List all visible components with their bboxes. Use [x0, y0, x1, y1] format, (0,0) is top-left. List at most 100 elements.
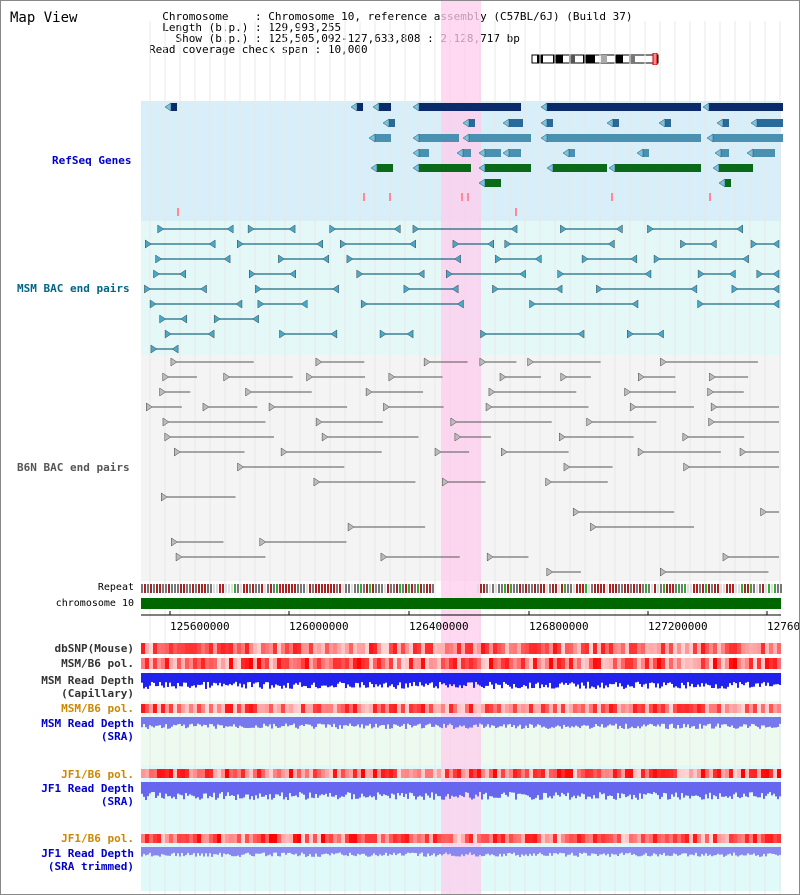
repeat-element: [381, 584, 383, 593]
repeat-element: [771, 584, 773, 593]
read-depth-bin: [731, 782, 733, 799]
polymorphism-bin: [277, 658, 281, 669]
read-depth-bin: [221, 847, 223, 857]
polymorphism-bin: [209, 704, 213, 713]
polymorphism-bin: [445, 769, 449, 778]
msm-bac-end: [709, 239, 717, 249]
read-depth-bin: [763, 717, 765, 726]
read-depth-bin: [735, 673, 737, 684]
read-depth-bin: [459, 673, 461, 686]
repeat-element: [576, 584, 578, 593]
polymorphism-bin: [385, 834, 389, 843]
read-depth-bin: [431, 847, 433, 856]
msm-bac-end: [534, 254, 542, 264]
read-depth-bin: [283, 673, 285, 686]
polymorphism-bin: [157, 834, 161, 843]
repeat-element: [603, 584, 605, 593]
read-depth-bin: [425, 717, 427, 726]
polymorphism-bin: [477, 769, 481, 778]
read-depth-bin: [161, 782, 163, 798]
repeat-element: [612, 584, 614, 593]
read-depth-bin: [607, 673, 609, 688]
repeat-element: [201, 584, 203, 593]
polymorphism-bin: [249, 643, 253, 654]
read-depth-bin: [655, 717, 657, 727]
polymorphism-bin: [401, 769, 405, 778]
read-depth-bin: [419, 782, 421, 796]
polymorphism-bin: [377, 704, 381, 713]
polymorphism-bin: [313, 834, 317, 843]
read-depth-bin: [731, 673, 733, 686]
repeat-element: [273, 584, 275, 593]
read-depth-bin: [627, 673, 629, 685]
polymorphism-bin: [729, 769, 733, 778]
repeat-element: [588, 584, 590, 593]
repeat-element: [354, 584, 356, 593]
msm-depth-sra-label: MSM Read Depth: [41, 717, 134, 730]
gene-strand-arrow: [370, 163, 378, 173]
read-depth-bin: [561, 717, 563, 729]
polymorphism-bin: [193, 834, 197, 843]
gene-strand-arrow: [382, 118, 390, 128]
read-depth-bin: [235, 673, 237, 682]
read-depth-bin: [415, 673, 417, 686]
read-depth-bin: [591, 782, 593, 799]
read-depth-bin: [559, 782, 561, 797]
polymorphism-bin: [245, 704, 249, 713]
polymorphism-bin: [693, 658, 697, 669]
polymorphism-bin: [205, 769, 209, 778]
read-depth-bin: [177, 717, 179, 725]
msm-bac-end: [164, 329, 172, 339]
polymorphism-bin: [405, 643, 409, 654]
polymorphism-bin: [529, 643, 533, 654]
read-depth-bin: [477, 717, 479, 727]
polymorphism-bin: [277, 834, 281, 843]
read-depth-bin: [731, 717, 733, 726]
gene-feature: [357, 103, 363, 111]
polymorphism-bin: [529, 658, 533, 669]
polymorphism-bin: [285, 643, 289, 654]
read-depth-bin: [585, 673, 587, 689]
page-title: Map View: [10, 10, 78, 26]
repeat-element: [351, 584, 353, 593]
read-depth-bin: [373, 717, 375, 728]
polymorphism-bin: [217, 658, 221, 669]
polymorphism-bin: [465, 704, 469, 713]
read-depth-bin: [243, 782, 245, 798]
polymorphism-bin: [217, 769, 221, 778]
read-depth-bin: [767, 782, 769, 794]
read-depth-bin: [603, 717, 605, 728]
polymorphism-bin: [513, 658, 517, 669]
read-depth-bin: [553, 717, 555, 728]
read-depth-bin: [353, 847, 355, 856]
read-depth-bin: [331, 673, 333, 686]
repeat-element: [741, 584, 743, 593]
polymorphism-bin: [189, 704, 193, 713]
jf1-depth-sra-sub-label: (SRA): [100, 795, 134, 808]
polymorphism-bin: [773, 704, 777, 713]
read-depth-bin: [167, 847, 169, 856]
read-depth-bin: [459, 782, 461, 796]
read-depth-bin: [777, 847, 779, 856]
read-depth-bin: [453, 847, 455, 856]
read-depth-bin: [499, 673, 501, 685]
read-depth-bin: [189, 673, 191, 688]
read-depth-bin: [423, 673, 425, 687]
read-depth-bin: [625, 847, 627, 854]
read-depth-bin: [209, 717, 211, 724]
repeat-element: [258, 584, 260, 593]
read-depth-bin: [691, 717, 693, 727]
msm-bac-end: [772, 299, 780, 309]
read-depth-bin: [299, 717, 301, 726]
read-depth-bin: [573, 717, 575, 728]
read-depth-bin: [293, 673, 295, 685]
read-depth-bin: [143, 717, 145, 725]
read-depth-bin: [693, 847, 695, 856]
polymorphism-bin: [705, 834, 709, 843]
read-depth-bin: [619, 673, 621, 684]
repeat-element: [300, 584, 302, 593]
read-depth-bin: [559, 847, 561, 853]
read-depth-bin: [269, 673, 271, 689]
read-depth-bin: [253, 673, 255, 684]
